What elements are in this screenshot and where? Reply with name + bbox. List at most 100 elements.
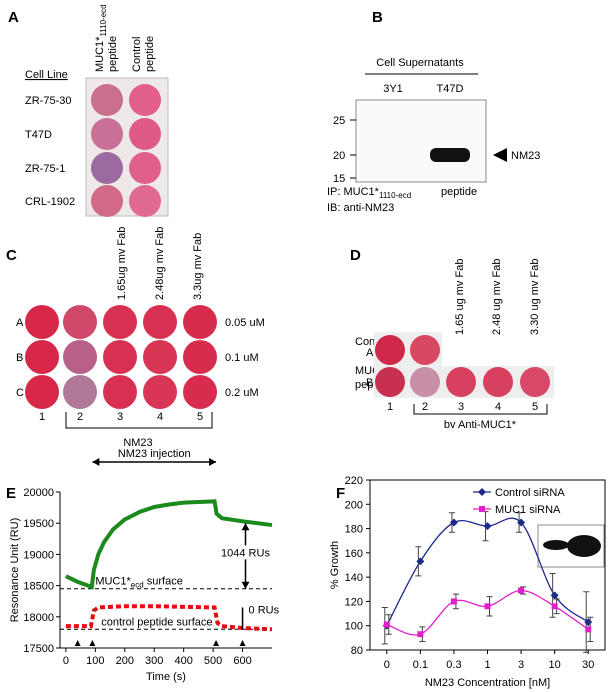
row-label: B: [16, 352, 23, 364]
x-tick-label: 3: [518, 659, 524, 671]
x-tick-label: 400: [174, 655, 192, 667]
annotation: control peptide surface: [101, 616, 212, 628]
column-header: 1.65ug mv Fab: [116, 227, 128, 300]
column-header: 3.30 ug mv Fab: [529, 259, 541, 335]
y-tick-label: 200: [345, 499, 363, 511]
x-axis-label: NM23 Concentration [nM]: [425, 677, 550, 689]
legend-label: MUC1 siRNA: [495, 504, 561, 516]
band-arrow: [493, 148, 507, 162]
y-tick-label: 100: [345, 621, 363, 633]
y-tick-label: 160: [345, 548, 363, 560]
panel-label: E: [6, 485, 16, 502]
row-letter: A: [366, 347, 374, 359]
mw-marker: 15: [333, 173, 345, 185]
column-header: 2.48 ug mv Fab: [491, 259, 503, 335]
y-tick-label: 220: [345, 475, 363, 487]
mw-marker: 20: [333, 150, 345, 162]
annotation-text: surface: [144, 576, 183, 588]
injection-mark: [89, 640, 96, 646]
wells: [375, 335, 550, 397]
label-bg: [213, 545, 278, 560]
x-tick-label: 10: [549, 659, 561, 671]
y-tick-label: 19000: [23, 549, 54, 561]
wells: [25, 305, 217, 409]
legend-label: Control siRNA: [495, 487, 565, 499]
marker: [517, 518, 526, 527]
row-label: CRL-1902: [25, 196, 75, 208]
x-tick-label: 0.3: [446, 659, 461, 671]
row-label: A: [16, 317, 24, 329]
column-number: 2: [422, 401, 428, 413]
lane-label: 3Y1: [383, 83, 403, 95]
marker: [484, 603, 491, 610]
column-number: 3: [458, 401, 464, 413]
x-tick-label: 200: [116, 655, 134, 667]
x-axis-label: Time (s): [146, 671, 186, 683]
y-tick-label: 120: [345, 596, 363, 608]
lane-label: T47D: [437, 83, 464, 95]
marker: [585, 626, 592, 633]
column-number: 1: [387, 401, 393, 413]
arrow-head: [241, 581, 250, 589]
annotation: 0 RUs: [249, 605, 280, 617]
blot: [355, 99, 487, 183]
y-tick-label: 20000: [23, 487, 54, 499]
marker: [416, 557, 425, 566]
column-number: 2: [77, 411, 83, 423]
annotation: 1044 RUs: [221, 547, 270, 559]
injection-mark: [239, 640, 246, 646]
y-tick-label: 19500: [23, 518, 54, 530]
concentration: 0.1 uM: [225, 352, 259, 364]
wells: [91, 84, 161, 217]
column-header: 3.3ug mv Fab: [192, 233, 204, 300]
marker: [518, 587, 525, 594]
mw-marker: 25: [333, 115, 345, 127]
column-number: 1: [39, 411, 45, 423]
y-tick-label: 180: [345, 524, 363, 536]
arrow-head: [209, 458, 217, 466]
marker: [584, 618, 593, 627]
panel-label: F: [336, 485, 345, 502]
column-header: 2.48ug mv Fab: [154, 227, 166, 300]
column-header: 1.65 ug mv Fab: [454, 259, 466, 335]
marker: [449, 518, 458, 527]
ib-label: IB: anti-NM23: [327, 202, 394, 214]
row-label: T47D: [25, 129, 52, 141]
x-tick-label: 0: [63, 655, 69, 667]
series-line: [65, 604, 273, 632]
x-tick-label: 300: [145, 655, 163, 667]
x-tick-label: 0.1: [413, 659, 428, 671]
row-letter: B: [366, 377, 373, 389]
y-axis-label: % Growth: [329, 541, 341, 589]
column-header: MUC1*1110-ecd: [94, 4, 108, 72]
legend-marker: [478, 488, 486, 496]
panel-label: C: [6, 247, 17, 264]
inset-band: [567, 535, 601, 557]
column-number: 4: [157, 411, 163, 423]
row-label: C: [16, 387, 24, 399]
marker: [551, 603, 558, 610]
x-tick-label: 600: [233, 655, 251, 667]
legend-marker: [479, 506, 485, 512]
marker: [383, 621, 390, 628]
y-tick-label: 80: [351, 645, 363, 657]
y-tick-label: 17500: [23, 643, 54, 655]
panel-label: B: [372, 9, 383, 26]
ip-after: peptide: [441, 186, 477, 198]
arrow-head: [241, 523, 250, 531]
y-axis-label: Resonance Unit (RU): [9, 518, 21, 623]
annotation: NM23 injection: [118, 448, 191, 460]
column-number: 3: [117, 411, 123, 423]
column-header: peptide: [144, 36, 156, 72]
column-number: 4: [495, 401, 501, 413]
band: [430, 148, 470, 162]
marker: [483, 522, 492, 531]
x-tick-label: 100: [86, 655, 104, 667]
injection-mark: [74, 640, 81, 646]
panel-label: D: [350, 247, 361, 264]
ip-sub: 1110-ecd: [379, 191, 411, 200]
annotation-sub: ecd: [131, 581, 144, 590]
column-header: peptide: [107, 36, 119, 72]
concentration: 0.05 uM: [225, 317, 265, 329]
